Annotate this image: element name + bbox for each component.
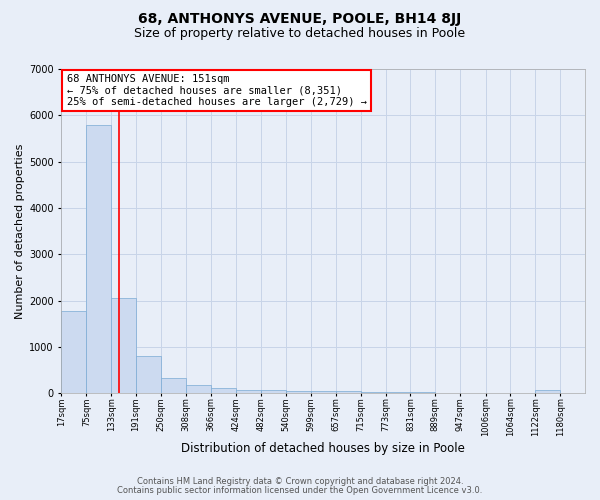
- Bar: [460, 392, 485, 394]
- Text: Contains public sector information licensed under the Open Government Licence v3: Contains public sector information licen…: [118, 486, 482, 495]
- Bar: [386, 392, 410, 394]
- Text: Size of property relative to detached houses in Poole: Size of property relative to detached ho…: [134, 28, 466, 40]
- Bar: [161, 378, 186, 394]
- Y-axis label: Number of detached properties: Number of detached properties: [15, 144, 25, 319]
- Text: 68, ANTHONYS AVENUE, POOLE, BH14 8JJ: 68, ANTHONYS AVENUE, POOLE, BH14 8JJ: [139, 12, 461, 26]
- Bar: [261, 390, 286, 394]
- X-axis label: Distribution of detached houses by size in Poole: Distribution of detached houses by size …: [181, 442, 465, 455]
- Bar: [236, 390, 261, 394]
- Bar: [436, 392, 460, 394]
- Bar: [86, 124, 111, 394]
- Text: Contains HM Land Registry data © Crown copyright and database right 2024.: Contains HM Land Registry data © Crown c…: [137, 477, 463, 486]
- Bar: [361, 392, 386, 394]
- Bar: [111, 298, 136, 394]
- Bar: [336, 392, 361, 394]
- Bar: [211, 388, 236, 394]
- Bar: [286, 390, 311, 394]
- Bar: [61, 311, 86, 394]
- Bar: [186, 385, 211, 394]
- Text: 68 ANTHONYS AVENUE: 151sqm
← 75% of detached houses are smaller (8,351)
25% of s: 68 ANTHONYS AVENUE: 151sqm ← 75% of deta…: [67, 74, 367, 107]
- Bar: [311, 391, 336, 394]
- Bar: [410, 392, 436, 394]
- Bar: [535, 390, 560, 394]
- Bar: [136, 356, 161, 394]
